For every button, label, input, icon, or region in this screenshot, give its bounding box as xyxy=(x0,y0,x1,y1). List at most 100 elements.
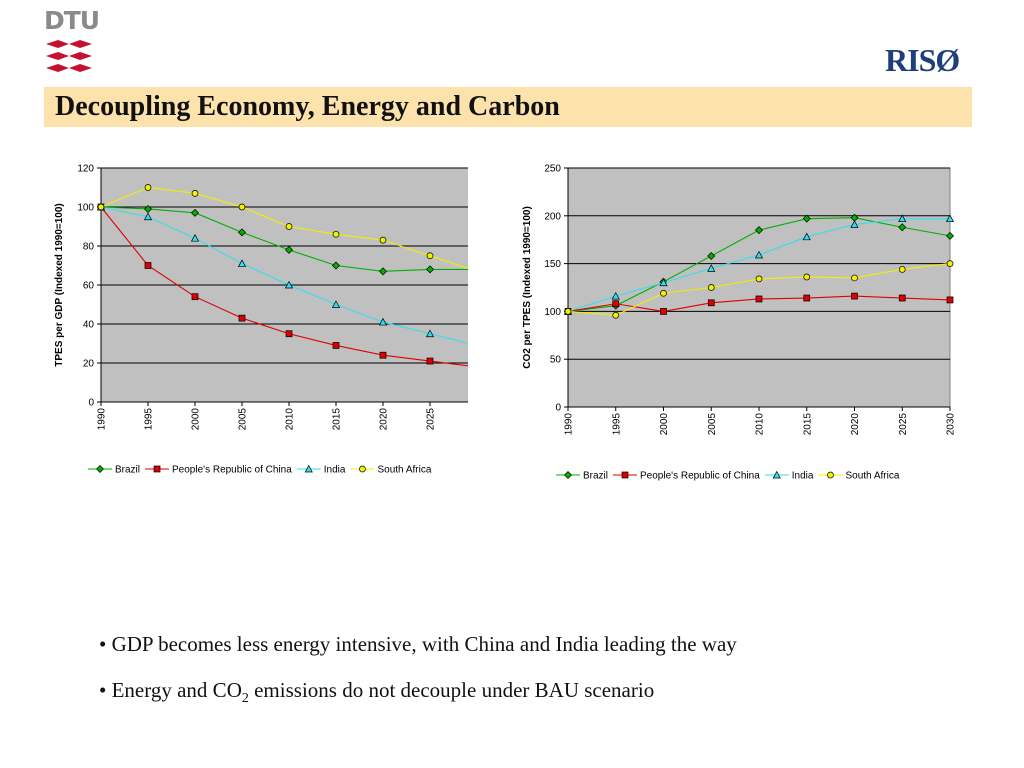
legend-label: Brazil xyxy=(583,471,608,482)
data-point xyxy=(898,265,906,273)
y-tick-label: 40 xyxy=(83,320,95,331)
data-point xyxy=(143,212,153,221)
x-tick-label: 2020 xyxy=(850,413,861,436)
bullet-co2-decouple: • Energy and CO2 emissions do not decoup… xyxy=(99,678,654,707)
legend-label: India xyxy=(324,465,346,476)
x-tick-label: 2000 xyxy=(191,408,202,431)
y-axis-label: CO2 per TPES (Indexed 1990=100) xyxy=(522,206,533,369)
data-point xyxy=(564,308,572,315)
data-point xyxy=(612,311,620,319)
y-tick-label: 120 xyxy=(77,164,94,175)
legend-label: Brazil xyxy=(115,465,140,476)
data-point xyxy=(144,204,152,213)
y-tick-label: 0 xyxy=(88,398,94,409)
legend-marker xyxy=(359,465,366,473)
y-tick-label: 100 xyxy=(77,203,94,214)
x-tick-label: 2010 xyxy=(755,413,766,436)
x-tick-label: 2025 xyxy=(426,408,437,431)
dtu-waves-icon xyxy=(46,40,92,72)
y-tick-label: 50 xyxy=(550,355,562,366)
data-point xyxy=(144,184,152,191)
data-point xyxy=(238,228,246,237)
legend-entry: People's Republic of China xyxy=(145,465,292,476)
x-tick-label: 1995 xyxy=(144,408,155,431)
x-tick-label: 2005 xyxy=(707,413,718,436)
legend-marker xyxy=(772,470,781,479)
data-point xyxy=(659,278,668,287)
data-point xyxy=(946,260,954,267)
data-point xyxy=(191,208,199,217)
data-point xyxy=(426,265,434,274)
data-point xyxy=(612,300,620,308)
legend-entry: South Africa xyxy=(350,465,432,476)
y-tick-label: 150 xyxy=(544,259,561,270)
bullet-2-pre: • Energy and CO xyxy=(99,678,242,702)
data-point xyxy=(755,295,763,303)
riso-logo: RISØ xyxy=(885,42,960,78)
data-point xyxy=(660,308,667,315)
data-point xyxy=(946,296,954,304)
tpes-per-gdp-chart: 0 20 40 60 80 100 120 1990 1995 2000 2005 2010 2015 2… xyxy=(54,164,468,476)
data-point xyxy=(331,300,341,308)
x-tick-label: 2025 xyxy=(898,413,909,436)
data-point xyxy=(898,214,907,223)
legend-entry: Brazil xyxy=(556,471,608,482)
data-point xyxy=(660,289,667,297)
x-tick-label: 1995 xyxy=(611,413,622,436)
data-point xyxy=(332,261,340,270)
data-point xyxy=(284,280,294,289)
y-tick-label: 60 xyxy=(83,281,95,292)
bullet-2-sub: 2 xyxy=(241,691,249,707)
data-point xyxy=(851,292,858,300)
data-point xyxy=(850,220,859,228)
bullet-2-post: emissions do not decouple under BAU scen… xyxy=(248,678,655,702)
data-point xyxy=(611,291,620,300)
series-india xyxy=(563,214,955,315)
y-tick-label: 100 xyxy=(544,307,561,318)
data-point xyxy=(898,294,906,302)
data-point xyxy=(707,284,715,291)
data-point xyxy=(426,357,434,365)
data-point xyxy=(802,232,811,241)
data-point xyxy=(803,294,811,302)
data-point xyxy=(803,273,811,281)
legend-entry: Brazil xyxy=(88,465,140,476)
dtu-logo-text: DTU xyxy=(44,6,100,35)
data-point xyxy=(191,293,199,301)
y-tick-label: 200 xyxy=(544,211,561,222)
data-point xyxy=(378,317,388,326)
legend-marker xyxy=(827,471,834,479)
data-point xyxy=(898,223,907,232)
data-point xyxy=(144,262,152,269)
data-point xyxy=(238,203,246,211)
x-tick-label: 1990 xyxy=(97,408,108,431)
plot-area xyxy=(567,167,951,408)
data-point xyxy=(425,329,435,338)
data-point xyxy=(379,236,387,244)
title-bar: Decoupling Economy, Energy and Carbon xyxy=(44,87,972,127)
legend-marker xyxy=(621,471,629,479)
data-point xyxy=(851,274,858,282)
x-tick-label: 1990 xyxy=(564,413,575,436)
data-point xyxy=(237,259,247,267)
data-point xyxy=(707,264,716,272)
x-tick-label: 2020 xyxy=(379,408,390,431)
series-south-africa xyxy=(564,260,954,319)
x-tick-label: 2005 xyxy=(238,408,249,431)
legend-entry: South Africa xyxy=(818,471,900,482)
data-point xyxy=(945,214,955,223)
legend-entry: People's Republic of China xyxy=(613,471,760,482)
legend-marker xyxy=(564,471,572,479)
x-tick-label: 2015 xyxy=(802,413,813,436)
data-point xyxy=(946,231,954,240)
x-tick-label: 2015 xyxy=(332,408,343,431)
legend-label: South Africa xyxy=(377,465,431,476)
legend-entry: India xyxy=(764,470,814,482)
dtu-logo: DTU xyxy=(44,6,100,78)
data-point xyxy=(332,342,340,349)
y-tick-label: 0 xyxy=(555,403,561,414)
data-point xyxy=(332,230,340,238)
data-point xyxy=(707,251,716,260)
y-tick-label: 20 xyxy=(83,359,95,370)
data-point xyxy=(379,351,387,359)
